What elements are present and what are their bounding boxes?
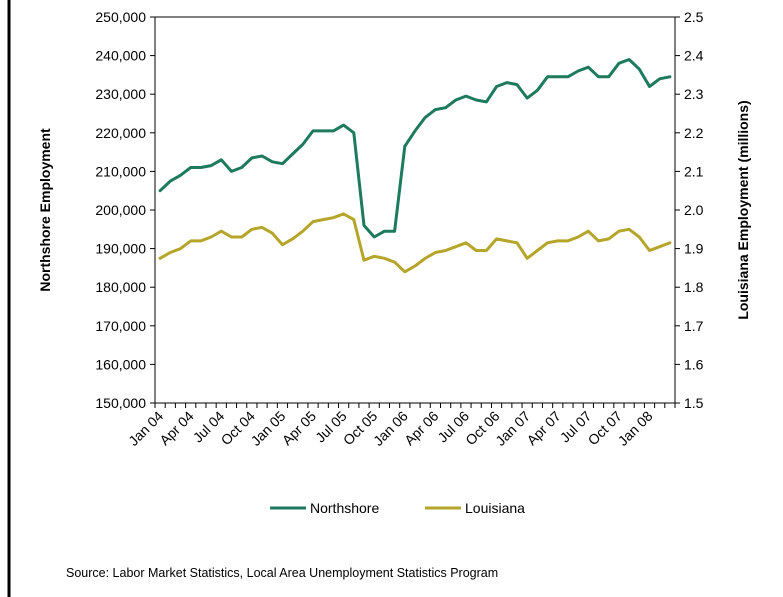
left-tick-label: 220,000	[95, 125, 146, 141]
left-tick-label: 200,000	[95, 202, 146, 218]
legend-label-northshore: Northshore	[310, 500, 379, 516]
left-tick-label: 170,000	[95, 318, 146, 334]
left-axis: 150,000 160,000 170,000 180,000 190,000 200,0…	[95, 9, 155, 411]
left-tick-label: 180,000	[95, 279, 146, 295]
right-tick-label: 1.6	[684, 356, 704, 372]
right-tick-label: 1.7	[684, 318, 704, 334]
right-tick-label: 2.4	[684, 48, 704, 64]
right-tick-label: 1.9	[684, 241, 704, 257]
x-tick-label: Jan 04	[125, 408, 166, 449]
x-tick-label: Apr 07	[523, 408, 564, 449]
right-tick-label: 2.2	[684, 125, 704, 141]
x-tick-label: Jan 06	[370, 408, 411, 449]
left-tick-label: 150,000	[95, 395, 146, 411]
series-line-northshore	[158, 58, 672, 239]
series-layer	[158, 58, 672, 274]
right-tick-label: 2.0	[684, 202, 704, 218]
x-tick-label: Apr 05	[279, 408, 320, 449]
legend-label-louisiana: Louisiana	[465, 500, 525, 516]
right-tick-label: 2.3	[684, 86, 704, 102]
source-note: Source: Labor Market Statistics, Local A…	[66, 566, 499, 580]
right-axis: 1.5 1.6 1.7 1.8 1.9 2.0 2.1 2.2 2.3 2.4 2.5	[675, 9, 704, 411]
left-tick-label: 190,000	[95, 241, 146, 257]
right-tick-label: 1.5	[684, 395, 704, 411]
x-tick-label: Jan 07	[492, 408, 533, 449]
series-line-louisiana	[158, 212, 672, 274]
x-tick-label: Apr 06	[401, 408, 442, 449]
legend: Northshore Louisiana	[270, 500, 525, 516]
right-tick-label: 1.8	[684, 279, 704, 295]
right-tick-label: 2.5	[684, 9, 704, 25]
x-tick-label: Jan 08	[615, 408, 656, 449]
left-tick-label: 240,000	[95, 48, 146, 64]
left-axis-title: Northshore Employment	[37, 128, 53, 292]
left-tick-label: 230,000	[95, 86, 146, 102]
right-axis-title: Louisiana Employment (millions)	[735, 100, 751, 319]
x-tick-label: Jan 05	[248, 408, 289, 449]
right-tick-label: 2.1	[684, 163, 704, 179]
left-tick-label: 160,000	[95, 356, 146, 372]
left-tick-label: 250,000	[95, 9, 146, 25]
x-tick-label: Apr 04	[156, 408, 197, 449]
left-tick-label: 210,000	[95, 163, 146, 179]
